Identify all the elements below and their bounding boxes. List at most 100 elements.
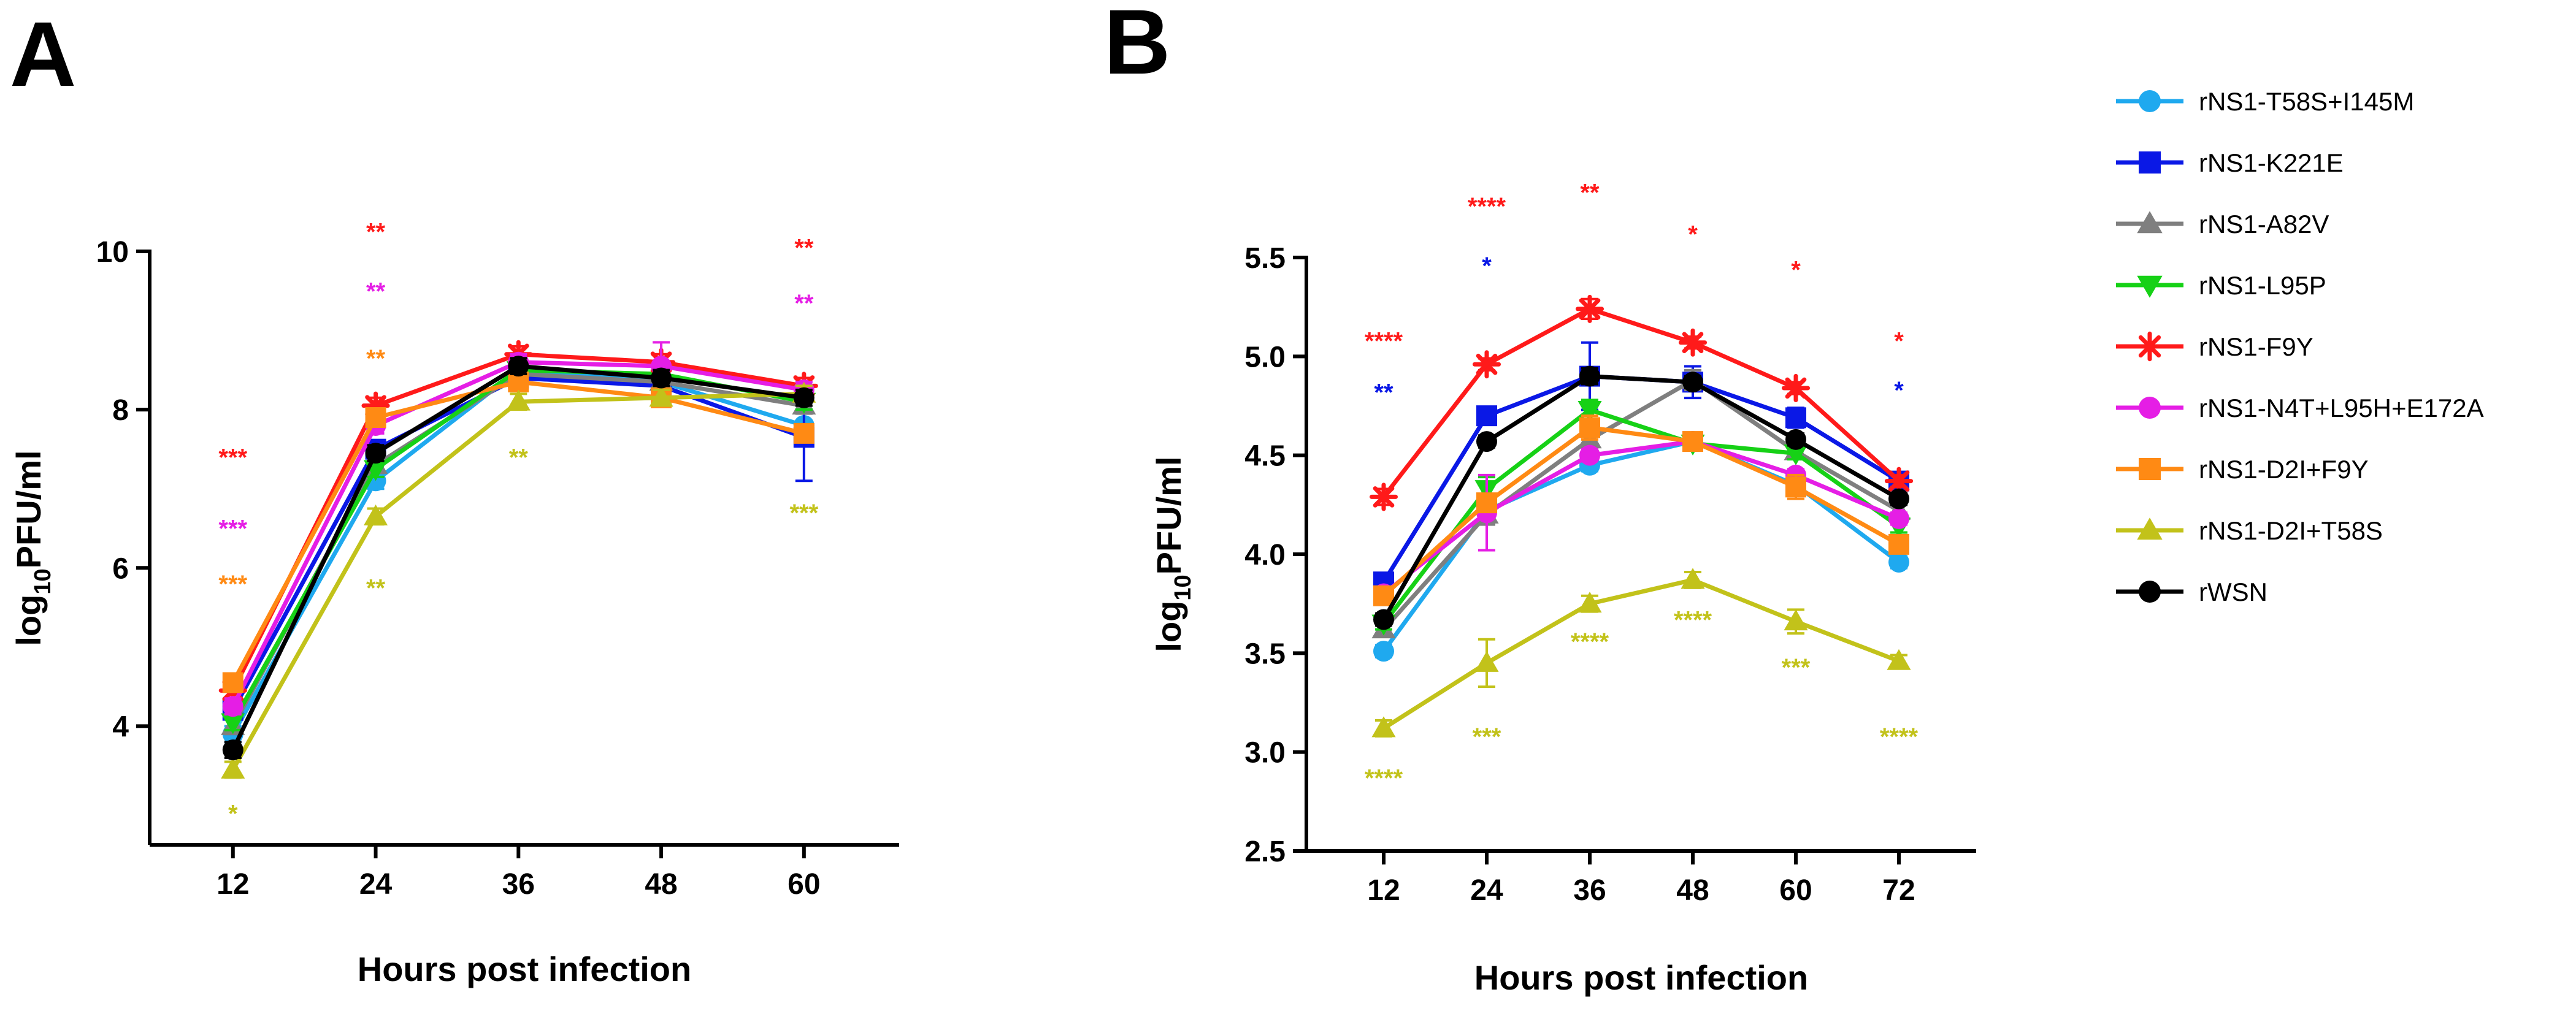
- legend-label: rWSN: [2199, 578, 2267, 606]
- legend-item: rNS1-T58S+I145M: [2116, 87, 2414, 116]
- series-line: [231, 376, 805, 712]
- legend-marker: [2134, 331, 2165, 362]
- significance-label: ****: [1571, 628, 1609, 655]
- legend-item: rNS1-D2I+T58S: [2116, 516, 2383, 545]
- series-line: [1382, 578, 1900, 730]
- significance-label: ****: [1674, 606, 1712, 633]
- y-axis-title-part: log: [9, 595, 48, 646]
- significance-label: *: [1894, 328, 1904, 355]
- panel-letter-b: B: [1104, 0, 1170, 93]
- legend-marker: [2137, 211, 2163, 234]
- data-point: [1577, 401, 1602, 422]
- y-tick-label: 8: [112, 394, 129, 427]
- asterisk-stroke: [2138, 335, 2161, 358]
- y-axis-title-part: PFU/ml: [1149, 456, 1188, 574]
- data-point: [1472, 350, 1501, 379]
- data-point: [1474, 650, 1499, 672]
- significance-label: ****: [1365, 765, 1403, 792]
- y-tick-label: 4.5: [1244, 440, 1286, 473]
- data-point: [506, 389, 531, 411]
- x-tick-label: 36: [502, 868, 535, 901]
- data-point: [649, 386, 673, 407]
- data-point: [365, 407, 386, 429]
- significance-label: *: [228, 800, 238, 827]
- data-point: [1476, 405, 1497, 427]
- legend-marker: [2137, 275, 2163, 298]
- x-tick-label: 60: [1779, 874, 1812, 907]
- y-axis-title-subscript: 10: [1170, 574, 1196, 600]
- significance-label: **: [509, 444, 529, 471]
- data-point: [1369, 483, 1398, 511]
- series-4: [221, 361, 816, 734]
- significance-label: *: [1791, 256, 1801, 283]
- x-tick-label: 48: [645, 868, 677, 901]
- legend-marker: [2137, 517, 2163, 540]
- legend-label: rNS1-L95P: [2199, 271, 2326, 300]
- y-axis-title-subscript: 10: [30, 568, 56, 594]
- asterisk-stroke: [1682, 332, 1704, 354]
- significance-label: ***: [218, 444, 247, 471]
- series-line: [1382, 425, 1900, 598]
- significance-label: ***: [218, 571, 247, 598]
- data-point: [508, 356, 529, 377]
- data-point: [1888, 508, 1909, 529]
- series-line: [231, 368, 805, 723]
- series-line: [231, 380, 805, 684]
- data-point: [651, 367, 672, 389]
- series-line: [1382, 378, 1900, 631]
- legend-item: rNS1-F9Y: [2116, 331, 2313, 362]
- data-point: [222, 739, 243, 761]
- significance-label: *: [1894, 377, 1904, 404]
- y-tick-label: 5.0: [1244, 341, 1286, 373]
- y-tick-label: 6: [112, 552, 129, 585]
- asterisk-stroke: [1785, 377, 1807, 399]
- data-point: [363, 504, 388, 525]
- data-point: [1781, 373, 1811, 403]
- data-point: [793, 387, 815, 408]
- significance-label: ****: [1880, 723, 1919, 750]
- data-point: [1373, 641, 1394, 662]
- x-tick-label: 60: [788, 868, 820, 901]
- series-line: [1382, 439, 1900, 596]
- x-tick-label: 36: [1573, 874, 1606, 907]
- x-axis-title: Hours post infection: [358, 950, 691, 988]
- significance-label: **: [1374, 379, 1393, 406]
- y-axis-title: log10PFU/ml: [9, 450, 56, 646]
- significance-label: ****: [1468, 193, 1506, 220]
- y-axis-title: log10PFU/ml: [1149, 456, 1196, 652]
- data-point: [1577, 592, 1602, 613]
- significance-label: ***: [218, 516, 247, 543]
- data-point: [1888, 551, 1909, 573]
- x-tick-label: 24: [1470, 874, 1503, 907]
- series-line: [1382, 307, 1901, 498]
- legend-item: rNS1-K221E: [2116, 148, 2344, 177]
- legend-item: rNS1-L95P: [2116, 271, 2326, 300]
- significance-label: ***: [1473, 723, 1501, 750]
- data-point: [222, 672, 243, 693]
- data-point: [1888, 488, 1909, 509]
- x-tick-label: 24: [359, 868, 393, 901]
- panel-letter-a: A: [10, 2, 76, 105]
- data-point: [1373, 609, 1394, 630]
- y-tick-label: 2.5: [1244, 836, 1286, 868]
- legend-marker: [2139, 581, 2161, 603]
- series-9: [222, 356, 815, 761]
- x-axis-title: Hours post infection: [1474, 958, 1808, 997]
- series-8: [1371, 568, 1911, 738]
- data-point: [1476, 431, 1497, 452]
- series-line: [1381, 374, 1900, 621]
- legend-item: rNS1-D2I+F9Y: [2116, 455, 2369, 484]
- legend-marker: [2139, 458, 2161, 480]
- y-tick-label: 10: [96, 236, 129, 269]
- series-5: [1369, 294, 1914, 511]
- y-tick-label: 4.0: [1244, 539, 1286, 571]
- data-point: [1575, 294, 1604, 323]
- y-tick-label: 5.5: [1244, 242, 1286, 275]
- x-tick-label: 12: [1367, 874, 1400, 907]
- legend-label: rNS1-A82V: [2199, 210, 2329, 238]
- data-point: [1784, 444, 1808, 465]
- legend-marker: [2139, 90, 2161, 112]
- data-point: [1678, 328, 1708, 357]
